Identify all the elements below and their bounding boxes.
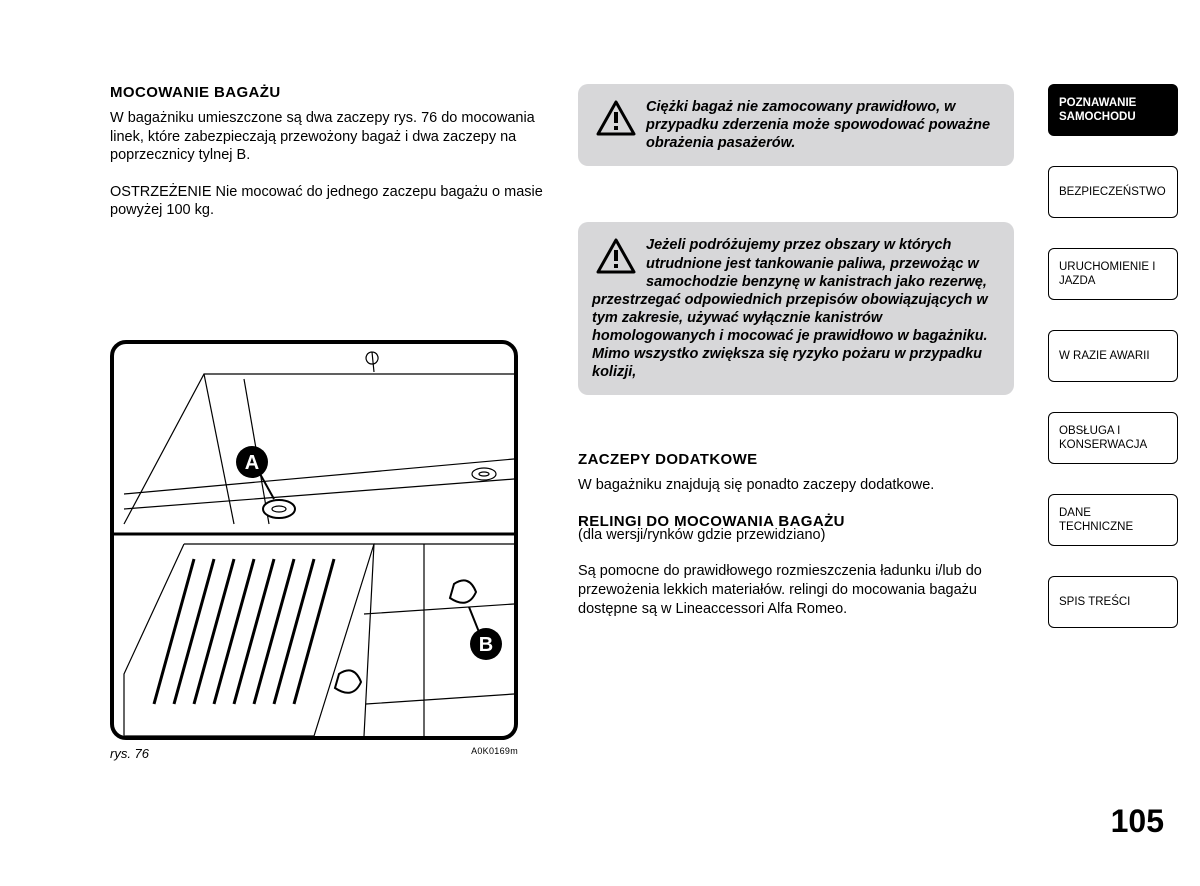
figure-label: rys. 76 xyxy=(110,746,149,761)
figure-76-wrap: A B rys. 76 A0K0169m xyxy=(110,340,560,761)
heading-mocowanie: MOCOWANIE BAGAŻU xyxy=(110,84,560,101)
warning-icon xyxy=(596,100,636,141)
chapter-tab-2[interactable]: URUCHOMIENIE I JAZDA xyxy=(1048,248,1178,300)
paragraph-relingi-sub: (dla wersji/rynków gdzie przewidziano) xyxy=(578,526,1014,545)
paragraph-warning-mass: OSTRZEŻENIE Nie mocować do jednego zacze… xyxy=(110,183,560,220)
content-columns: MOCOWANIE BAGAŻU W bagażniku umieszczone… xyxy=(110,84,1178,761)
chapter-tab-3[interactable]: W RAZIE AWARII xyxy=(1048,330,1178,382)
figure-caption: rys. 76 A0K0169m xyxy=(110,746,518,761)
chapter-tabs: POZNAWANIE SAMOCHODU BEZPIECZEŃSTWO URUCHO… xyxy=(1048,84,1178,658)
figure-76-svg: A B xyxy=(114,344,514,736)
warning-icon xyxy=(596,238,636,279)
svg-text:B: B xyxy=(479,634,493,656)
figure-marker-a: A xyxy=(236,446,268,478)
svg-text:A: A xyxy=(245,452,259,474)
figure-76: A B xyxy=(110,340,518,740)
warning-text-1: Ciężki bagaż nie zamocowany prawidłowo, … xyxy=(646,99,990,151)
warning-box-1: Ciężki bagaż nie zamocowany prawidłowo, … xyxy=(578,84,1014,166)
chapter-tab-6[interactable]: SPIS TREŚCI xyxy=(1048,576,1178,628)
warning-text-2: Jeżeli podróżujemy przez obszary w który… xyxy=(592,237,988,380)
chapter-tab-0[interactable]: POZNAWANIE SAMOCHODU xyxy=(1048,84,1178,136)
left-column: MOCOWANIE BAGAŻU W bagażniku umieszczone… xyxy=(110,84,560,761)
figure-code: A0K0169m xyxy=(471,746,518,761)
figure-marker-b: B xyxy=(470,628,502,660)
chapter-tab-4[interactable]: OBSŁUGA I KONSERWACJA xyxy=(1048,412,1178,464)
chapter-tab-5[interactable]: DANE TECHNICZNE xyxy=(1048,494,1178,546)
right-column: Ciężki bagaż nie zamocowany prawidłowo, … xyxy=(578,84,1014,761)
paragraph-relingi: Są pomocne do prawidłowego rozmieszczeni… xyxy=(578,562,1014,618)
warning-box-2: Jeżeli podróżujemy przez obszary w który… xyxy=(578,222,1014,395)
page-number: 105 xyxy=(1111,803,1164,840)
paragraph-zaczepy: W bagażniku znajdują się ponadto zaczepy… xyxy=(578,476,1014,495)
paragraph-intro: W bagażniku umieszczone są dwa zaczepy r… xyxy=(110,109,560,165)
heading-zaczepy: ZACZEPY DODATKOWE xyxy=(578,451,1014,468)
manual-page: MOCOWANIE BAGAŻU W bagażniku umieszczone… xyxy=(0,0,1200,886)
chapter-tab-1[interactable]: BEZPIECZEŃSTWO xyxy=(1048,166,1178,218)
